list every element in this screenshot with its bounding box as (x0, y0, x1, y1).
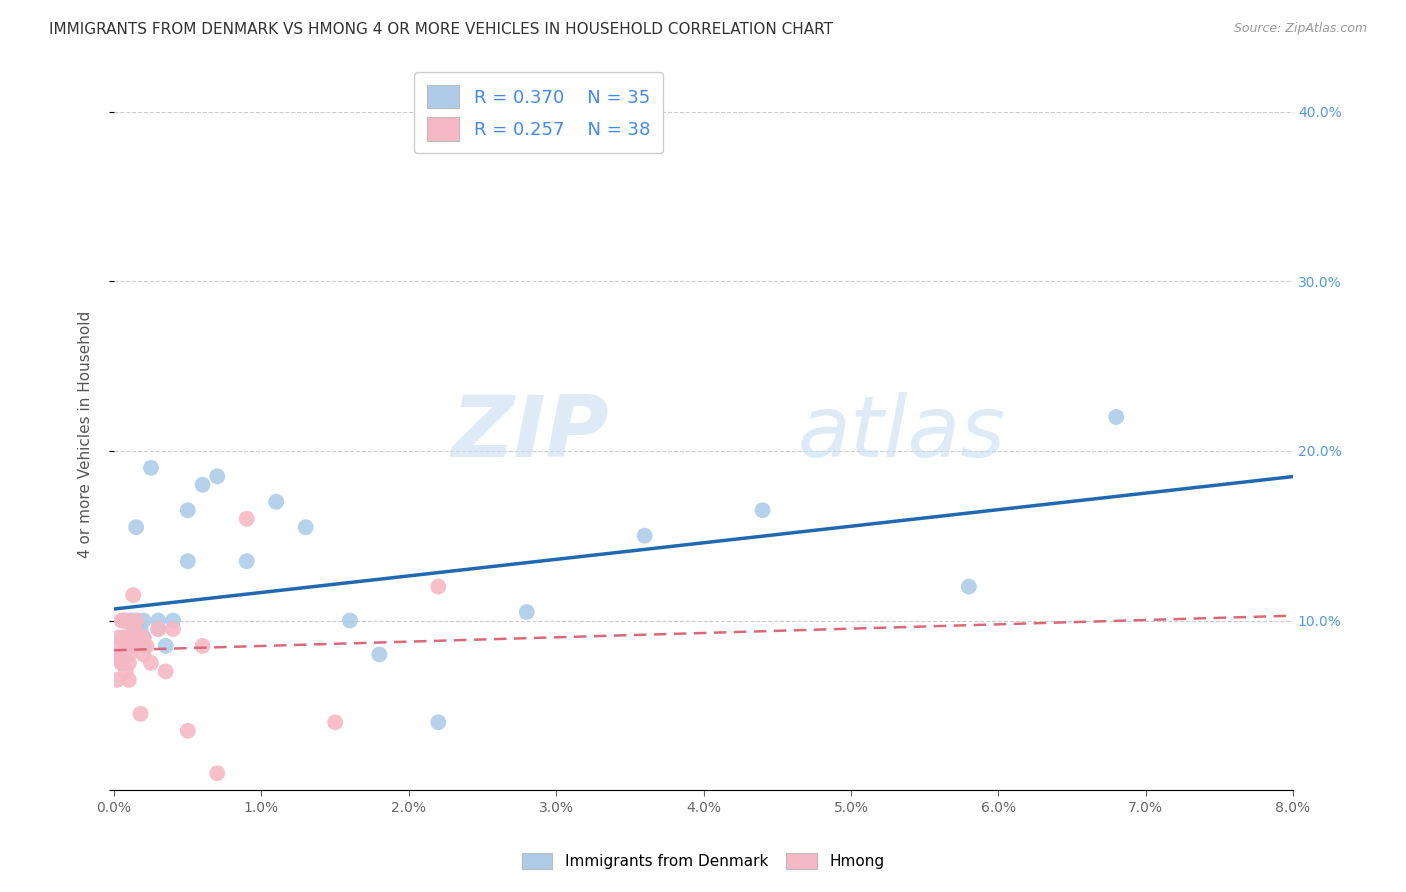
Point (108, 639, 131, 653)
Point (368, 648, 391, 662)
Point (162, 622, 184, 636)
Point (111, 631, 134, 645)
Point (118, 614, 141, 628)
Point (207, 469, 229, 483)
Point (155, 665, 177, 679)
Text: IMMIGRANTS FROM DENMARK VS HMONG 4 OR MORE VEHICLES IN HOUSEHOLD CORRELATION CHA: IMMIGRANTS FROM DENMARK VS HMONG 4 OR MO… (49, 22, 834, 37)
Point (191, 639, 214, 653)
Point (191, 478, 214, 492)
Point (107, 631, 129, 645)
Text: ZIP: ZIP (451, 392, 609, 475)
Point (108, 648, 131, 662)
Legend: R = 0.370    N = 35, R = 0.257    N = 38: R = 0.370 N = 35, R = 0.257 N = 38 (415, 72, 662, 153)
Point (132, 648, 155, 662)
Point (105, 673, 128, 687)
Point (129, 706, 152, 721)
Point (115, 639, 138, 653)
Point (155, 639, 177, 653)
Point (132, 614, 155, 628)
Point (118, 673, 141, 687)
Point (132, 631, 155, 645)
Point (148, 622, 170, 636)
Point (177, 723, 200, 738)
Point (112, 614, 135, 628)
Point (751, 503, 773, 517)
Point (148, 614, 170, 628)
Point (125, 614, 148, 628)
Point (118, 639, 141, 653)
Point (111, 614, 134, 628)
Text: atlas: atlas (797, 392, 1005, 475)
Point (957, 580, 980, 594)
Point (127, 631, 149, 645)
Point (129, 622, 152, 636)
Y-axis label: 4 or more Vehicles in Household: 4 or more Vehicles in Household (79, 310, 93, 558)
Point (1105, 409, 1128, 424)
Point (235, 554, 257, 568)
Point (427, 580, 450, 594)
Text: Source: ZipAtlas.com: Source: ZipAtlas.com (1233, 22, 1367, 36)
Point (516, 605, 538, 619)
Point (121, 614, 143, 628)
Point (427, 715, 450, 730)
Point (633, 529, 655, 543)
Point (110, 656, 132, 670)
Point (118, 631, 141, 645)
Point (339, 614, 361, 628)
Point (112, 631, 135, 645)
Point (132, 631, 155, 645)
Point (121, 639, 143, 653)
Point (125, 520, 148, 534)
Point (110, 656, 132, 670)
Point (139, 460, 162, 475)
Point (177, 554, 200, 568)
Point (111, 656, 134, 670)
Point (125, 639, 148, 653)
Point (117, 631, 139, 645)
Point (122, 622, 145, 636)
Point (115, 665, 138, 679)
Point (139, 656, 162, 670)
Point (135, 639, 157, 653)
Point (124, 622, 146, 636)
Point (115, 614, 138, 628)
Point (127, 631, 149, 645)
Point (177, 503, 200, 517)
Point (235, 512, 257, 526)
Point (118, 639, 141, 653)
Point (118, 656, 141, 670)
Point (122, 588, 145, 602)
Point (162, 614, 184, 628)
Point (132, 639, 155, 653)
Point (148, 622, 170, 636)
Point (207, 766, 229, 780)
Point (264, 495, 287, 509)
Point (110, 614, 132, 628)
Point (323, 715, 346, 730)
Point (294, 520, 316, 534)
Point (125, 614, 148, 628)
Point (107, 648, 129, 662)
Legend: Immigrants from Denmark, Hmong: Immigrants from Denmark, Hmong (516, 847, 890, 875)
Point (118, 648, 141, 662)
